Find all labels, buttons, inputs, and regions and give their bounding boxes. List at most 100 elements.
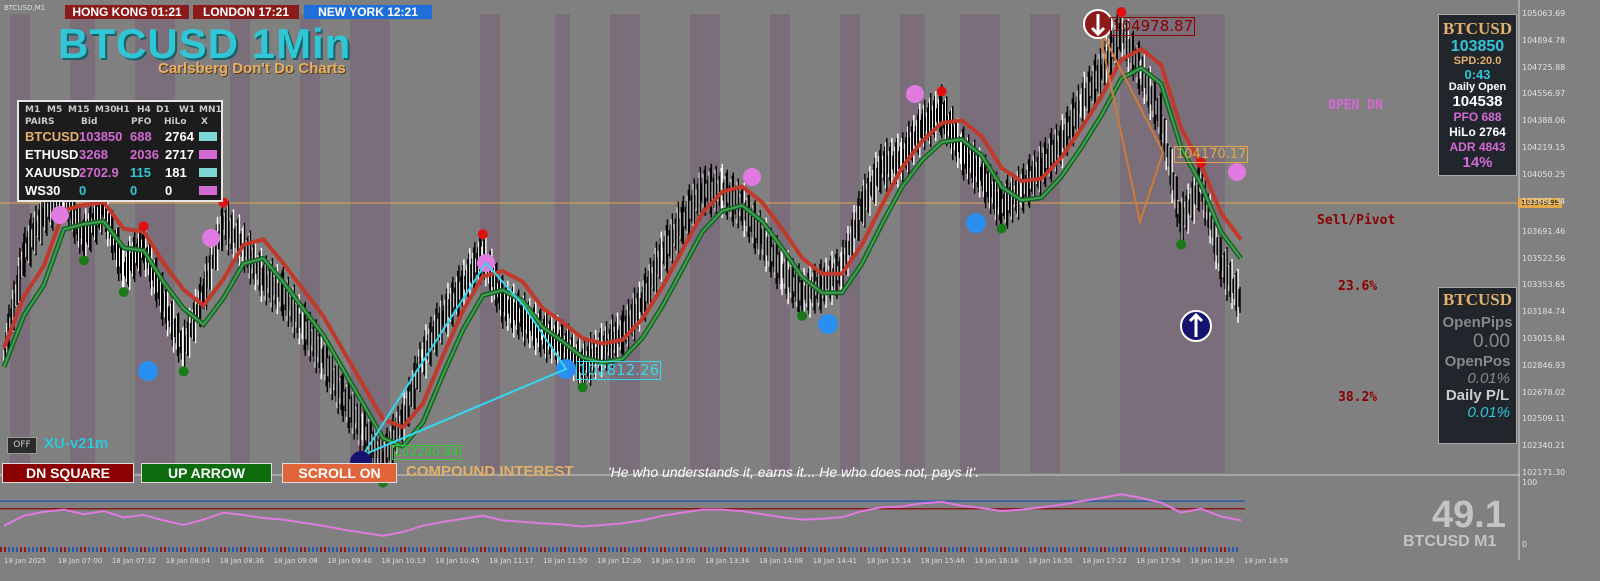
- osc-histogram-bar: [308, 547, 310, 552]
- up-arrow-icon: [1188, 312, 1204, 337]
- osc-histogram-bar: [436, 547, 438, 552]
- osc-histogram-bar: [376, 547, 378, 552]
- osc-histogram-bar: [668, 547, 670, 552]
- timeframe-d1[interactable]: D1: [156, 105, 170, 115]
- current-price-tag: 103849.99: [1518, 198, 1562, 208]
- osc-histogram-bar: [1068, 547, 1070, 552]
- osc-histogram-bar: [856, 547, 858, 552]
- osc-histogram-bar: [80, 547, 82, 552]
- dn-square-button[interactable]: DN SQUARE: [2, 463, 134, 483]
- osc-histogram-bar: [1160, 547, 1162, 552]
- clock-hong-kong: HONG KONG 01:21: [65, 5, 189, 19]
- osc-histogram-bar: [804, 547, 806, 552]
- quote-text: 'He who understands it, earns it... He w…: [608, 464, 980, 480]
- osc-histogram-bar: [572, 547, 574, 552]
- timeframe-m15[interactable]: M15: [68, 105, 90, 115]
- info-symbol: BTCUSD: [1443, 19, 1512, 38]
- info-hilo: HiLo 2764: [1449, 125, 1506, 139]
- osc-histogram-bar: [1052, 547, 1054, 552]
- pair-hilo: 181: [165, 165, 187, 180]
- osc-histogram-bar: [272, 547, 274, 552]
- timeframe-m5[interactable]: M5: [47, 105, 63, 115]
- sell-pivot-label: Sell/Pivot: [1317, 213, 1396, 228]
- osc-histogram-bar: [560, 547, 562, 552]
- pair-swatch: [199, 132, 217, 141]
- osc-histogram-bar: [168, 547, 170, 552]
- x-tick-label: 18 Jan 09:08: [273, 557, 318, 565]
- osc-histogram-bar: [1236, 547, 1238, 552]
- y-tick-label: 103522.56: [1522, 253, 1566, 263]
- osc-histogram-bar: [8, 547, 10, 552]
- timeframe-m1[interactable]: M1: [25, 105, 41, 115]
- pair-name: BTCUSD: [25, 129, 80, 144]
- osc-histogram-bar: [828, 547, 830, 552]
- osc-histogram-bar: [1072, 547, 1074, 552]
- x-tick-label: 18 Jan 16:18: [974, 557, 1019, 565]
- off-toggle[interactable]: OFF: [7, 437, 37, 454]
- x-tick-label: 18 Jan 10:13: [381, 557, 426, 565]
- timeframe-h4[interactable]: H4: [137, 105, 151, 115]
- x-tick-label: 18 Jan 18:26: [1190, 557, 1235, 565]
- x-tick-label: 18 Jan 14:41: [812, 557, 858, 565]
- session-band: [900, 14, 925, 473]
- pair-swatch: [199, 186, 217, 195]
- oscillator-line: [3, 493, 1242, 537]
- osc-histogram-bar: [160, 547, 162, 552]
- osc-histogram-bar: [536, 547, 538, 552]
- osc-histogram-bar: [1028, 547, 1030, 552]
- osc-histogram-bar: [380, 547, 382, 552]
- osc-histogram-bar: [520, 547, 522, 552]
- scroll-on-button[interactable]: SCROLL ON: [282, 463, 397, 483]
- resistance-label: 104170.17: [1174, 146, 1249, 163]
- osc-histogram-bar: [1076, 547, 1078, 552]
- timeframe-h1[interactable]: H1: [116, 105, 130, 115]
- osc-histogram-bar: [104, 547, 106, 552]
- session-band: [610, 14, 640, 473]
- osc-histogram-bar: [328, 547, 330, 552]
- osc-histogram-bar: [60, 547, 62, 552]
- osc-histogram-bar: [248, 547, 250, 552]
- x-tick-label: 18 Jan 16:50: [1028, 557, 1073, 565]
- osc-histogram-bar: [120, 547, 122, 552]
- osc-histogram-bar: [632, 547, 634, 552]
- up-arrow-button[interactable]: UP ARROW: [141, 463, 272, 483]
- osc-histogram-bar: [216, 547, 218, 552]
- osc-histogram-bar: [156, 547, 158, 552]
- osc-histogram-bar: [292, 547, 294, 552]
- osc-histogram-bar: [960, 547, 962, 552]
- osc-histogram-bar: [1048, 547, 1050, 552]
- y-tick-label: 103015.84: [1522, 333, 1566, 343]
- pair-name: XAUUSD: [25, 165, 80, 180]
- osc-histogram-bar: [1008, 547, 1010, 552]
- osc-histogram-bar: [1172, 547, 1174, 552]
- osc-histogram-bar: [68, 547, 70, 552]
- osc-histogram-bar: [144, 547, 146, 552]
- pair-hilo: 2717: [165, 147, 194, 162]
- y-tick-label: 103691.46: [1522, 226, 1566, 236]
- osc-histogram-bar: [588, 547, 590, 552]
- osc-histogram-bar: [464, 547, 466, 552]
- timeframe-mn1[interactable]: MN1: [199, 105, 222, 115]
- pairs-panel: M1 M5 M15 M30 H1 H4 D1 W1 MN1 PAIRS Bid PFO HiLo X B…: [17, 100, 223, 202]
- osc-histogram-bar: [1216, 547, 1218, 552]
- osc-histogram-bar: [124, 547, 126, 552]
- osc-histogram-bar: [756, 547, 758, 552]
- osc-histogram-bar: [720, 547, 722, 552]
- open-pips-label: OpenPips: [1442, 314, 1513, 331]
- chart-title: BTCUSD 1Min: [58, 20, 352, 67]
- osc-histogram-bar: [556, 547, 558, 552]
- pair-name: ETHUSD: [25, 147, 79, 162]
- timeframe-m30[interactable]: M30: [95, 105, 117, 115]
- osc-histogram-bar: [1124, 547, 1126, 552]
- osc-histogram-bar: [972, 547, 974, 552]
- osc-histogram-bar: [1144, 547, 1146, 552]
- oscillator-label: BTCUSD M1: [1403, 533, 1497, 550]
- osc-histogram-bar: [1132, 547, 1134, 552]
- osc-histogram-bar: [256, 547, 258, 552]
- y-tick-label: 104894.78: [1522, 35, 1566, 45]
- osc-histogram-bar: [904, 547, 906, 552]
- osc-histogram-bar: [900, 547, 902, 552]
- timeframe-w1[interactable]: W1: [179, 105, 196, 115]
- x-tick-label: 18 Jan 10:45: [435, 557, 480, 565]
